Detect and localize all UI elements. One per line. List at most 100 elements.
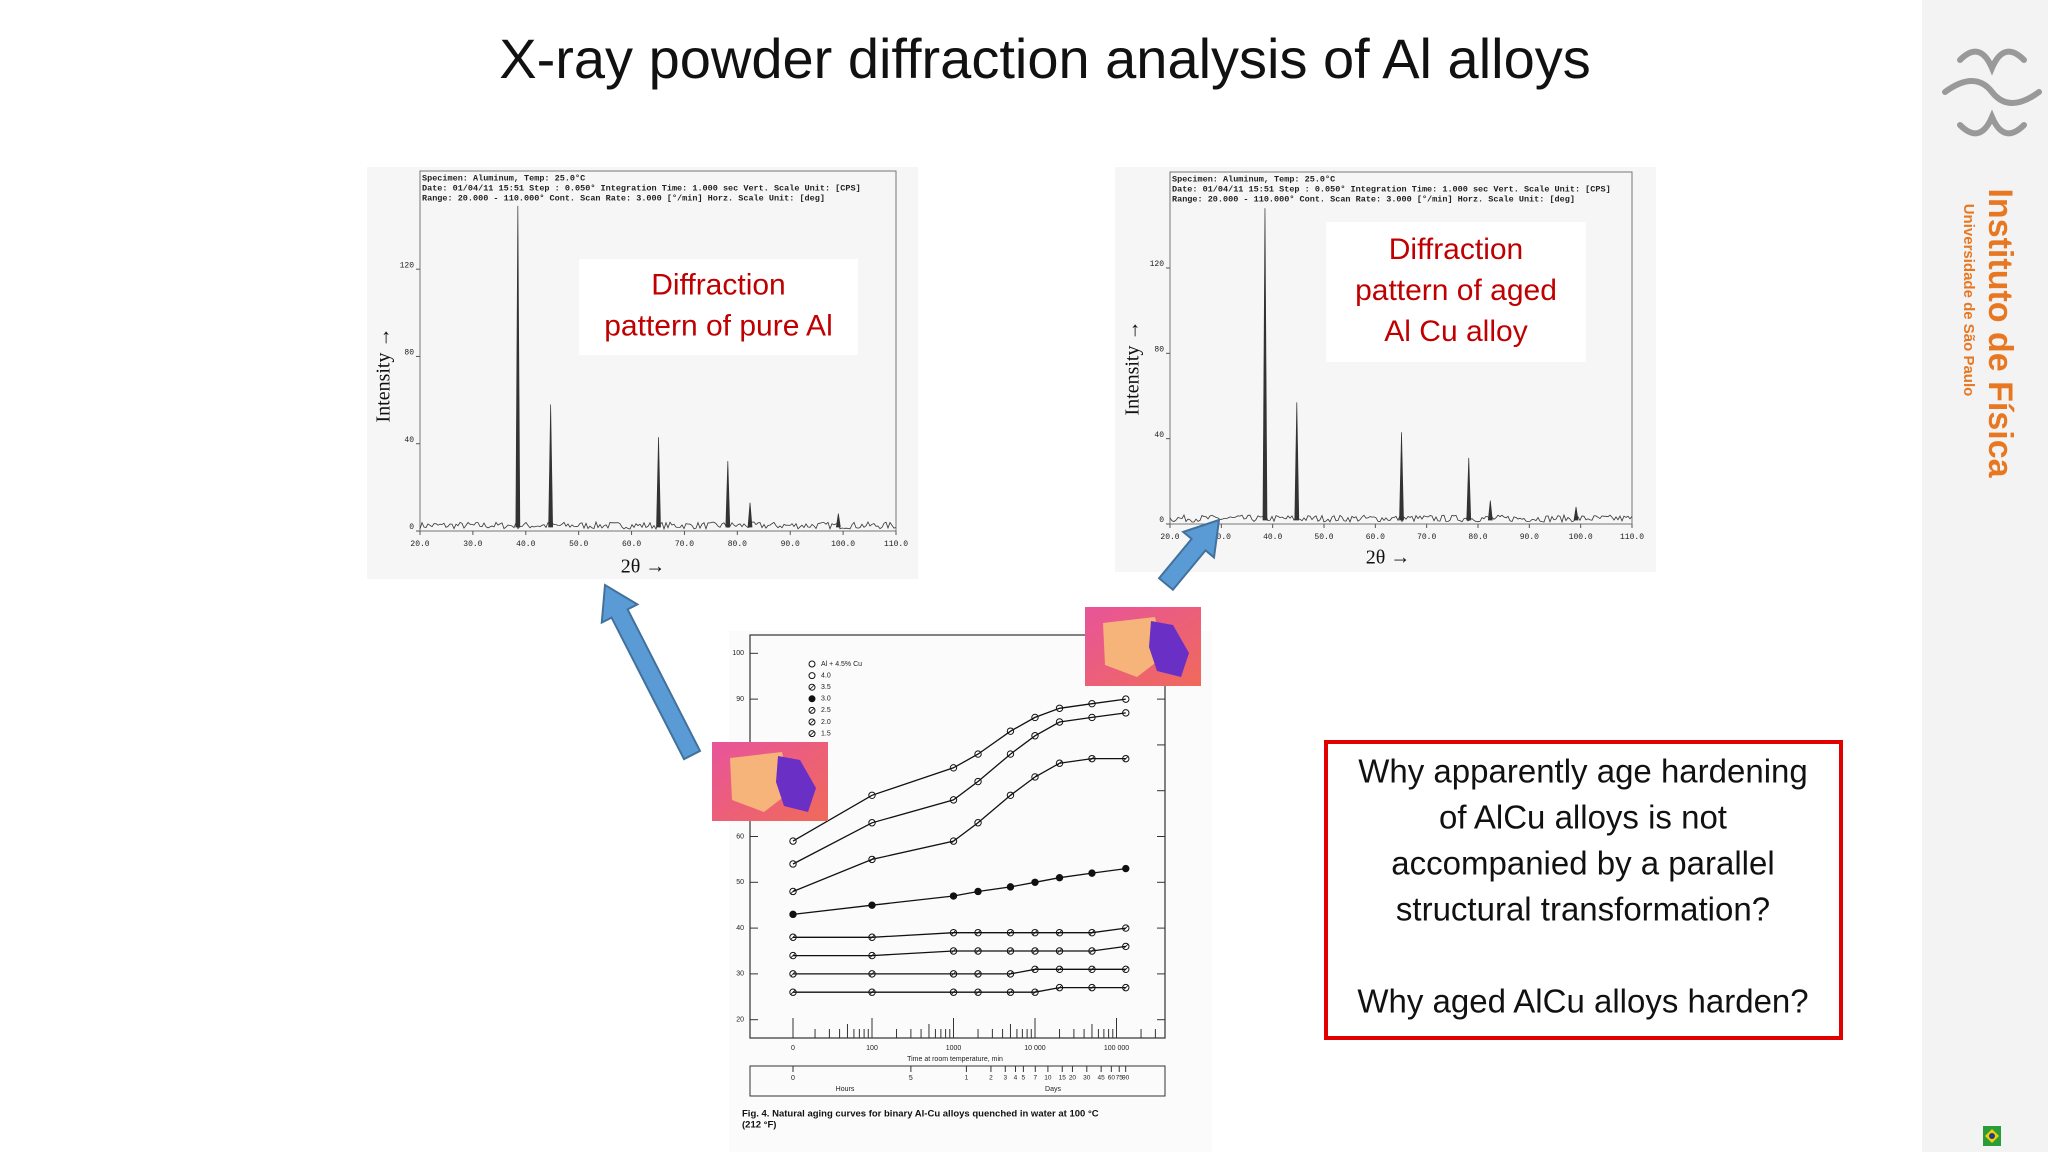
x-tick-label: 0 — [791, 1045, 795, 1052]
label-box — [579, 259, 858, 355]
aging-curve — [793, 968, 1126, 975]
legend-label: 3.0 — [821, 696, 831, 703]
diffraction-label: pattern of aged — [1355, 274, 1557, 307]
thumbnail — [712, 742, 828, 821]
aging-curve — [792, 757, 1126, 893]
y-tick-label: 100 — [732, 650, 744, 657]
x-axis-label: 2θ → — [1366, 547, 1411, 569]
scan-header: Range: 20.000 - 110.000° Cont. Scan Rate… — [1172, 194, 1575, 204]
scan-background — [367, 167, 918, 579]
y-tick-label: 0 — [409, 523, 414, 532]
days-tick-label: 75 — [1116, 1075, 1124, 1082]
legend-marker — [808, 660, 816, 668]
diffraction-peak — [747, 502, 753, 528]
days-tick-label: 60 — [1108, 1075, 1116, 1082]
aging-curve — [793, 927, 1126, 938]
diffraction-peak — [1466, 457, 1472, 521]
thumbnail-shape — [776, 756, 816, 812]
x-tick-label: 100.0 — [831, 540, 855, 549]
scan-header: Date: 01/04/11 15:51 Step : 0.050° Integ… — [1172, 184, 1611, 194]
days-tick-label: 4 — [1014, 1075, 1018, 1082]
question-box — [1324, 740, 1843, 1040]
y-tick-label: 0 — [1159, 516, 1164, 525]
thumbnail-shape — [1103, 617, 1163, 677]
diffraction-peak — [1262, 208, 1268, 521]
y-axis-label: Intensity → — [1122, 321, 1144, 416]
scan-header: Range: 20.000 - 110.000° Cont. Scan Rate… — [422, 193, 825, 203]
y-tick-label: 120 — [400, 261, 415, 270]
figure-caption: (212 °F) — [742, 1120, 776, 1131]
y-tick-label: 40 — [1154, 431, 1164, 440]
x-tick-label: 100.0 — [1569, 533, 1593, 542]
x-axis-label: 2θ → — [621, 556, 666, 578]
diffraction-label: Diffraction — [651, 268, 786, 301]
days-tick-label: 2 — [989, 1075, 993, 1082]
scan-header: Date: 01/04/11 15:51 Step : 0.050° Integ… — [422, 183, 861, 193]
diffraction-peak — [1573, 506, 1579, 521]
diffraction-peak — [515, 205, 521, 528]
question-text: Why apparently age hardening — [1358, 753, 1807, 790]
days-tick-label: 90 — [1122, 1075, 1130, 1082]
x-tick-label: 80.0 — [728, 540, 747, 549]
arrow — [1157, 518, 1221, 592]
question-text: accompanied by a parallel — [1391, 845, 1774, 882]
arrow — [600, 583, 702, 761]
slide-title: X-ray powder diffraction analysis of Al … — [499, 27, 1590, 90]
x-tick-label: 100 000 — [1104, 1045, 1129, 1052]
x-tick-label: 50.0 — [1314, 533, 1333, 542]
y-tick-label: 80 — [404, 349, 414, 358]
y-tick-label: 20 — [736, 1017, 744, 1024]
marker-hatch — [809, 684, 815, 690]
plot-frame — [1169, 171, 1633, 525]
plot-frame — [419, 170, 897, 532]
days-tick-label: 10 — [1044, 1075, 1052, 1082]
y-tick-label: 60 — [736, 833, 744, 840]
logo-stroke — [1957, 48, 2027, 76]
y-tick-label: 120 — [1150, 260, 1165, 269]
legend-label: 1.5 — [821, 730, 831, 737]
legend-label: 2.5 — [821, 707, 831, 714]
days-tick-label: 5 — [1022, 1075, 1026, 1082]
aging-curve — [792, 712, 1126, 865]
diffraction-peak — [725, 461, 731, 528]
x-tick-label: 30.0 — [1212, 533, 1231, 542]
x-tick-label: 40.0 — [1263, 533, 1282, 542]
diffraction-peak — [835, 513, 841, 528]
diffraction-peak — [1294, 402, 1300, 521]
flag-icon — [1983, 1126, 2001, 1146]
x-tick-label: 30.0 — [463, 540, 482, 549]
diffraction-peak — [656, 437, 661, 528]
scan-header: Specimen: Aluminum, Temp: 25.0°C — [422, 173, 585, 183]
aging-curve — [793, 986, 1126, 993]
legend-label: 2.0 — [821, 719, 831, 726]
diffraction-label: pattern of pure Al — [604, 309, 833, 342]
logo-stroke — [1957, 109, 2027, 137]
days-tick-label: 3 — [1003, 1075, 1007, 1082]
thumbnail-shape — [730, 752, 790, 812]
question-text: structural transformation? — [1396, 891, 1770, 928]
hours-tick-label: 5 — [909, 1075, 913, 1082]
y-tick-label: 40 — [736, 925, 744, 932]
question-text: of AlCu alloys is not — [1439, 799, 1727, 836]
days-tick-label: 30 — [1083, 1075, 1091, 1082]
x-tick-label: 1000 — [946, 1045, 962, 1052]
days-tick-label: 45 — [1098, 1075, 1106, 1082]
label-box — [1326, 222, 1586, 362]
aging-curve — [792, 867, 1126, 916]
marker-hatch — [809, 719, 815, 725]
y-tick-label: 50 — [736, 879, 744, 886]
aging-curve — [792, 698, 1126, 842]
days-label: Days — [1045, 1086, 1061, 1093]
x-tick-label: 90.0 — [1520, 533, 1539, 542]
x-tick-label: 60.0 — [622, 540, 641, 549]
time-scale-box — [749, 1065, 1166, 1097]
x-tick-label: 100 — [866, 1045, 878, 1052]
diffraction-peak — [548, 404, 553, 528]
legend-label: Al + 4.5% Cu — [821, 661, 862, 668]
logo — [1942, 48, 2042, 137]
marker-hatch — [809, 731, 815, 736]
x-tick-label: 90.0 — [781, 540, 800, 549]
